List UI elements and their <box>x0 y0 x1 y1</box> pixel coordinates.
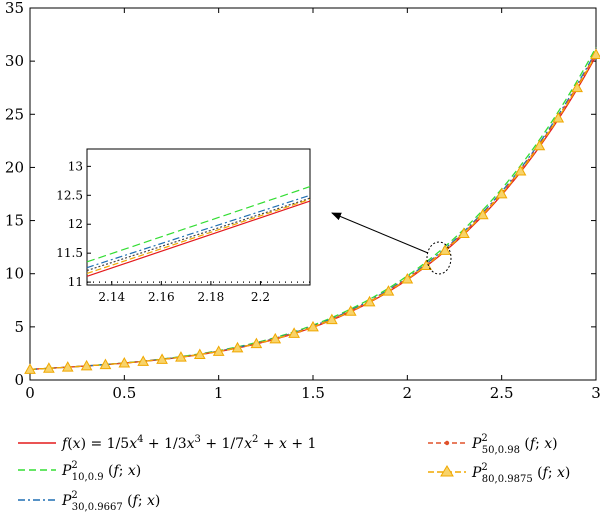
y-tick-label: 20 <box>5 158 24 176</box>
series-p80-point <box>307 320 319 332</box>
x-tick-label: 0 <box>25 384 35 402</box>
series-p80-point <box>344 305 357 316</box>
series-p80-point <box>363 295 376 307</box>
series-p80-point <box>571 81 583 93</box>
series-p80-point <box>193 348 206 359</box>
y-tick-label: 15 <box>5 212 24 230</box>
series-p80-point <box>401 273 414 284</box>
y-tick-label: 25 <box>5 105 24 123</box>
legend-p30-label: P2 30,0.9667 (f; x) <box>61 490 160 513</box>
inset-frame <box>86 148 311 286</box>
series-p80-point <box>99 358 112 370</box>
y-tick-label: 10 <box>5 265 24 283</box>
y-tick-label: 0 <box>14 371 24 389</box>
inset-y-tick-label: 11 <box>68 275 83 289</box>
inset-x-tick-label: 2.2 <box>251 290 270 304</box>
y-tick-label: 35 <box>5 0 24 17</box>
series-p80-point <box>439 244 451 255</box>
legend-p50 <box>428 440 466 446</box>
inset-y-tick-label: 12.5 <box>56 188 83 202</box>
legend-p80-marker <box>440 465 454 477</box>
series-p80-point <box>590 48 600 60</box>
y-tick-label: 5 <box>14 318 24 336</box>
legend-p80-label: P2 80,0.9875 (f; x) <box>471 462 570 485</box>
x-tick-label: 3 <box>591 384 600 402</box>
zoom-highlight <box>426 241 452 275</box>
series-p80-point <box>458 227 470 238</box>
series-p80-point <box>156 353 168 364</box>
series-p80-point <box>231 341 244 353</box>
series-p80-point <box>24 363 36 374</box>
series-p80-point <box>250 337 263 349</box>
series-p80-point <box>61 361 74 372</box>
y-tick-label: 30 <box>5 52 24 70</box>
x-tick-label: 2.5 <box>490 384 514 402</box>
inset-x-tick-label: 2.16 <box>148 290 175 304</box>
series-p80-point <box>80 359 93 371</box>
series-p80-point <box>269 332 282 344</box>
legend-p80 <box>428 465 466 477</box>
x-tick-label: 1.5 <box>301 384 325 402</box>
zoom-arrow <box>331 212 429 254</box>
inset-y-tick-label: 13 <box>68 159 83 173</box>
legend-f-label: f(x) = 1/5x4 + 1/3x3 + 1/7x2 + x + 1 <box>61 434 316 452</box>
inset-x-tick-label: 2.18 <box>198 290 225 304</box>
inset-series-p50 <box>86 197 311 272</box>
inset-series-p30 <box>86 194 311 269</box>
series-p80-point <box>43 362 55 373</box>
inset-x-tick-label: 2.14 <box>98 290 125 304</box>
legend-p50-label: P2 50,0.98 (f; x) <box>471 433 558 456</box>
inset-series-p80 <box>86 198 311 274</box>
legend-p50-marker <box>444 440 450 446</box>
series-p80-point <box>552 111 565 123</box>
inset-y-tick-label: 12 <box>68 217 83 231</box>
legend-p10-label: P2 10,0.9 (f; x) <box>61 460 141 483</box>
x-tick-label: 1 <box>214 384 224 402</box>
inset-y-tick-label: 11.5 <box>56 246 83 260</box>
inset-series-f <box>86 200 311 277</box>
series-p80-point <box>326 313 338 325</box>
series-p80-point <box>476 208 489 220</box>
x-tick-label: 0.5 <box>112 384 136 402</box>
series-p80-point <box>382 285 395 296</box>
series-p80-point <box>118 357 131 368</box>
series-p80-point <box>514 164 527 176</box>
series-p80-point <box>175 351 187 362</box>
series-p80-point <box>212 345 225 356</box>
series-p80-point <box>533 139 546 151</box>
series-p80-point <box>288 327 300 338</box>
inset-series-p10 <box>86 186 311 263</box>
series-p80-point <box>137 355 150 366</box>
series-p80-point <box>495 187 508 199</box>
x-tick-label: 2 <box>403 384 413 402</box>
